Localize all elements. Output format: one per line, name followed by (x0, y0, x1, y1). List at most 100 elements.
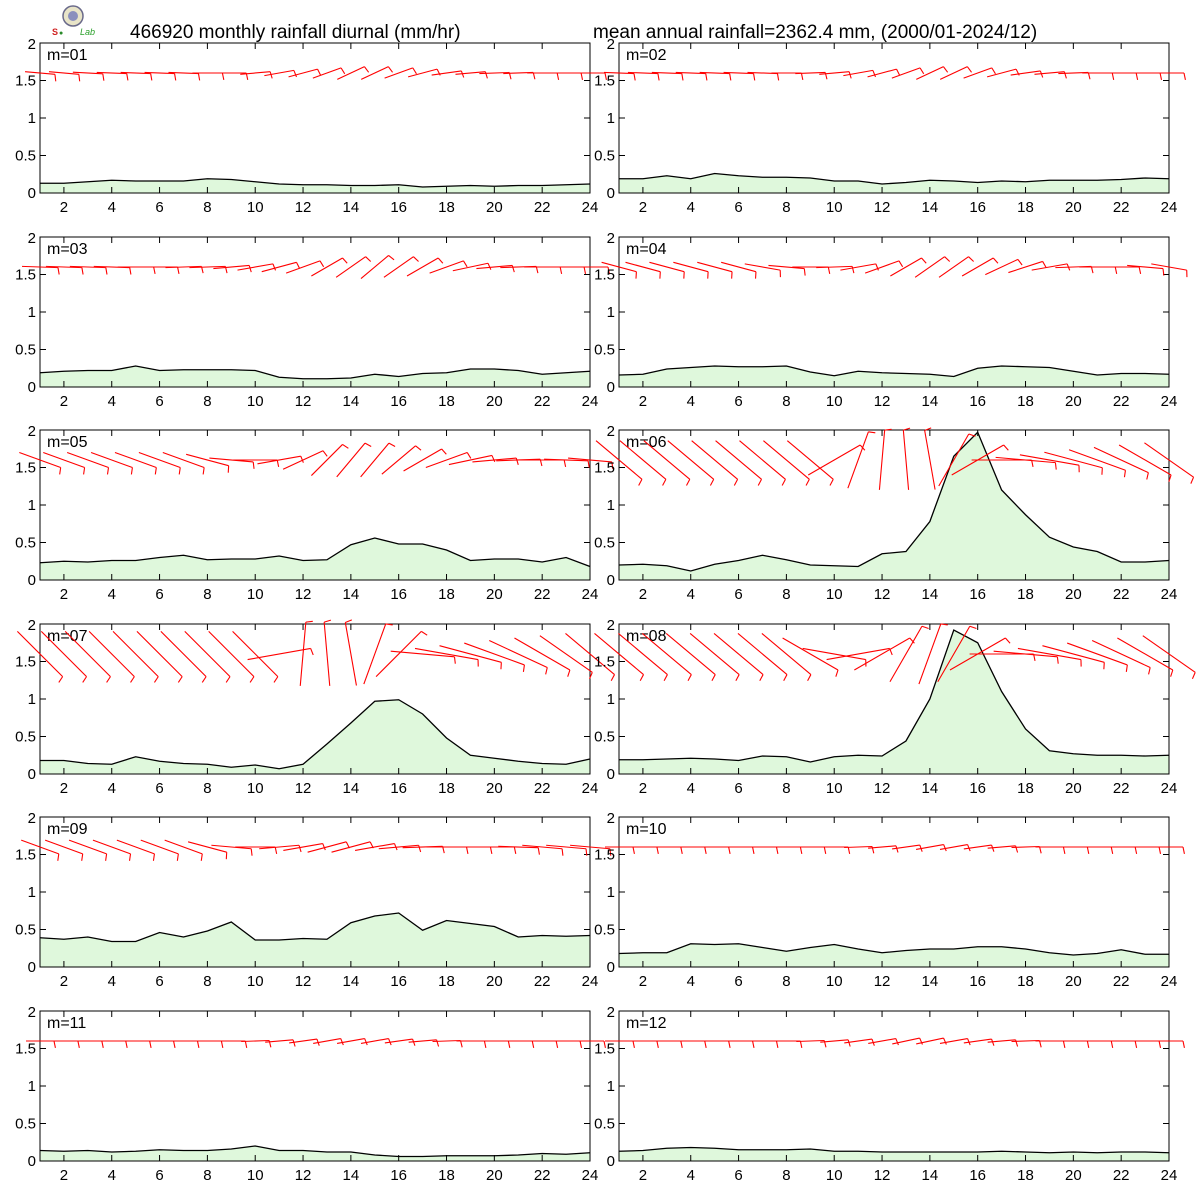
x-tick-label: 22 (1113, 586, 1130, 603)
rainfall-point (785, 756, 787, 758)
x-tick-label: 4 (687, 393, 695, 410)
wind-barb-feather (603, 1040, 606, 1048)
wind-barb-shaft (164, 839, 203, 855)
wind-barbs (19, 442, 614, 478)
wind-barb-feather (531, 1040, 535, 1048)
rainfall-point (809, 761, 811, 763)
wind-barb-shaft (918, 623, 942, 685)
wind-barb-shaft (1031, 263, 1068, 271)
wind-barb-feather (441, 448, 447, 455)
wind-barb-feather (489, 846, 493, 854)
wind-barb-feather (58, 676, 64, 683)
panel-m-09: 00.511.522 4 6 8 10 12 14 16 18 20 22 24m=09 (15, 810, 612, 990)
plot-frame (618, 236, 1170, 388)
title-right: mean annual rainfall=2362.4 mm, (2000/01… (593, 22, 1037, 43)
x-tick-label: 10 (826, 1167, 843, 1184)
rainfall-point (666, 565, 668, 567)
x-tick-label: 20 (1065, 393, 1082, 410)
rainfall-point (929, 1151, 931, 1153)
wind-barb-feather (340, 1038, 344, 1046)
wind-barb-shaft (737, 633, 788, 675)
wind-barb-feather (364, 1038, 368, 1046)
y-tick-label: 0 (607, 1153, 615, 1170)
wind-barb-shaft (189, 265, 226, 269)
wind-barbs (21, 839, 612, 861)
rainfall-point (422, 186, 424, 188)
wind-barb-feather (875, 263, 879, 271)
wind-barb-feather (783, 674, 788, 681)
wind-barb-shaft (826, 647, 890, 661)
wind-barb-shaft (891, 67, 921, 79)
wind-barb-shaft (313, 1038, 341, 1044)
wind-barb-shaft (282, 450, 324, 470)
rainfall-area (619, 630, 1169, 774)
y-tick-label: 1.5 (594, 267, 615, 284)
rainfall-point (833, 944, 835, 946)
rainfall-point (374, 1154, 376, 1156)
wind-barbs (605, 844, 1185, 854)
rainfall-point (182, 1150, 184, 1152)
rainfall-point (206, 369, 208, 371)
wind-barb-feather (130, 467, 133, 475)
wind-barb-shaft (48, 71, 79, 75)
wind-barb-feather (388, 254, 395, 261)
y-tick-label: 1 (607, 691, 615, 708)
y-tick-label: 0.5 (15, 148, 36, 165)
rainfall-point (857, 1150, 859, 1152)
rainfall-area (40, 913, 590, 967)
rainfall-point (1001, 489, 1003, 491)
wind-barb-shaft (782, 637, 839, 671)
x-tick-label: 14 (922, 393, 939, 410)
x-tick-label: 10 (247, 973, 264, 990)
rainfall-point (446, 549, 448, 551)
x-tick-label: 18 (1017, 586, 1034, 603)
rainfall-point (63, 182, 65, 184)
y-tick-label: 2 (28, 810, 36, 827)
x-tick-label: 20 (486, 586, 503, 603)
wind-barb-shaft (381, 445, 416, 475)
x-tick-label: 24 (582, 780, 599, 797)
rainfall-point (857, 180, 859, 182)
wind-barb-feather (1038, 846, 1042, 854)
rainfall-point (809, 947, 811, 949)
wind-barb-shaft (489, 639, 548, 669)
wind-barb-feather (1168, 474, 1172, 482)
wind-barb-feather (611, 461, 614, 469)
rainfall-point (1025, 1151, 1027, 1153)
wind-barb-feather (220, 1040, 224, 1048)
rainfall-point (785, 176, 787, 178)
x-tick-label: 6 (155, 973, 163, 990)
wind-barb-feather (322, 843, 326, 851)
y-tick-label: 2 (607, 423, 615, 440)
y-tick-label: 0 (28, 572, 36, 589)
rainfall-point (642, 952, 644, 954)
wind-barbs (603, 66, 1186, 81)
month-label: m=05 (47, 434, 88, 451)
x-tick-label: 18 (438, 780, 455, 797)
rainfall-point (666, 758, 668, 760)
wind-barb-feather (968, 433, 976, 437)
wind-barb-shaft (1042, 645, 1105, 663)
wind-barb-feather (150, 73, 153, 81)
rainfall-point (929, 698, 931, 700)
y-tick-label: 1.5 (15, 1041, 36, 1058)
rainfall-point (302, 938, 304, 940)
y-tick-label: 1.5 (15, 847, 36, 864)
rainfall-point (87, 1150, 89, 1152)
wind-barb-shaft (88, 630, 135, 678)
x-tick-label: 8 (782, 973, 790, 990)
wind-barb-feather (342, 443, 349, 449)
rainfall-point (929, 373, 931, 375)
wind-barb-shaft (916, 1037, 944, 1045)
wind-barb-feather (579, 1040, 583, 1048)
wind-barb-feather (638, 479, 643, 486)
x-tick-label: 18 (438, 1167, 455, 1184)
wind-barb-feather (1086, 846, 1090, 854)
rainfall-point (326, 1151, 328, 1153)
wind-barb-feather (1170, 669, 1174, 677)
wind-barb-feather (657, 73, 660, 81)
wind-barb-shaft (570, 844, 610, 850)
wind-barb-feather (125, 1040, 128, 1048)
wind-barb-shaft (619, 440, 667, 480)
rainfall-point (977, 182, 979, 184)
